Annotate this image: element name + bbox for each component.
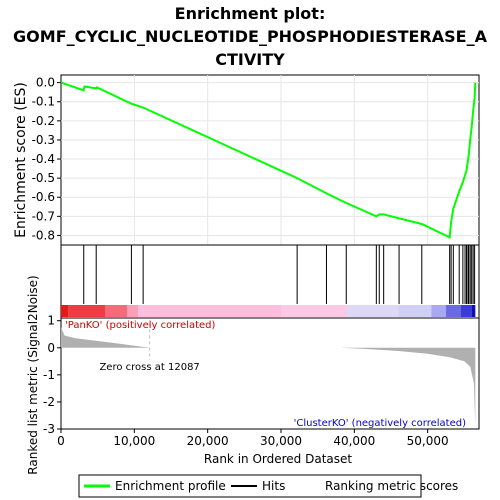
metric-y-tick-label: -1: [43, 368, 55, 382]
es-y-axis-label: Enrichment score (ES): [13, 82, 29, 238]
legend: Enrichment profile Hits Ranking metric s…: [78, 474, 458, 498]
rank-bar-segment: [446, 305, 461, 317]
metric-x-tick-label: 10,000: [113, 434, 155, 448]
es-y-tick-label: -0.8: [32, 228, 55, 242]
es-y-tick-label: -0.7: [32, 209, 55, 223]
rank-bar-segment: [460, 305, 472, 317]
hit-markers: [83, 245, 476, 304]
rank-bar-segment: [68, 305, 105, 317]
rank-bar-segment: [471, 305, 476, 317]
legend-hits-label: Hits: [262, 479, 285, 493]
negative-correlation-label: 'ClusterKO' (negatively correlated): [294, 418, 466, 429]
es-y-tick-label: -0.3: [32, 133, 55, 147]
title-line-2: GOMF_CYCLIC_NUCLEOTIDE_PHOSPHODIESTERASE…: [13, 27, 488, 46]
metric-y-tick-label: -3: [43, 422, 55, 436]
rank-bar-segment: [281, 305, 347, 317]
positive-correlation-label: 'PanKO' (positively correlated): [65, 320, 216, 331]
es-y-tick-label: -0.1: [32, 95, 55, 109]
es-y-tick-label: -0.5: [32, 171, 55, 185]
es-grid: [61, 75, 479, 245]
legend-enrichment-label: Enrichment profile: [115, 479, 226, 493]
metric-x-tick-label: 20,000: [187, 434, 229, 448]
es-y-tick-label: -0.4: [32, 152, 55, 166]
legend-metric-label: Ranking metric scores: [325, 479, 458, 493]
metric-y-axis-label: Ranked list metric (Signal2Noise): [26, 275, 40, 474]
metric-x-axis-label: Rank in Ordered Dataset: [204, 452, 352, 466]
metric-y-axis: 1 0 -1 -2 -3: [43, 314, 61, 436]
rank-bar-segment: [105, 305, 127, 317]
metric-x-tick-label: 40,000: [333, 434, 375, 448]
rank-bar-segment: [398, 305, 432, 317]
metric-x-axis: 0 10,000 20,000 30,000 40,000 50,000: [57, 429, 449, 448]
title-line-1: Enrichment plot:: [175, 4, 326, 23]
metric-x-tick-label: 0: [57, 434, 65, 448]
metric-y-tick-label: -2: [43, 395, 55, 409]
zero-cross-label: Zero cross at 12087: [99, 362, 199, 373]
es-y-tick-label: -0.6: [32, 190, 55, 204]
es-y-tick-label: -0.2: [32, 114, 55, 128]
es-y-axis: 0.0 -0.1 -0.2 -0.3 -0.4 -0.5 -0.6 -0.7 -0.8: [32, 76, 61, 242]
title: Enrichment plot: GOMF_CYCLIC_NUCLEOTIDE_…: [13, 4, 488, 69]
rank-bar-segment: [347, 305, 399, 317]
rank-bar-segment: [61, 305, 69, 317]
metric-x-tick-label: 30,000: [260, 434, 302, 448]
rank-bar-segment: [431, 305, 446, 317]
rank-bar-segment: [138, 305, 281, 317]
es-y-tick-label: 0.0: [36, 76, 55, 90]
rank-bar-segment: [127, 305, 138, 317]
metric-panel-frame: [60, 317, 480, 430]
metric-y-tick-label: 1: [47, 314, 55, 328]
enrichment-profile-line: [60, 81, 477, 239]
metric-x-tick-label: 50,000: [407, 434, 449, 448]
metric-y-tick-label: 0: [47, 341, 55, 355]
title-line-3: CTIVITY: [215, 50, 285, 69]
ranking-color-bar: [61, 305, 476, 317]
